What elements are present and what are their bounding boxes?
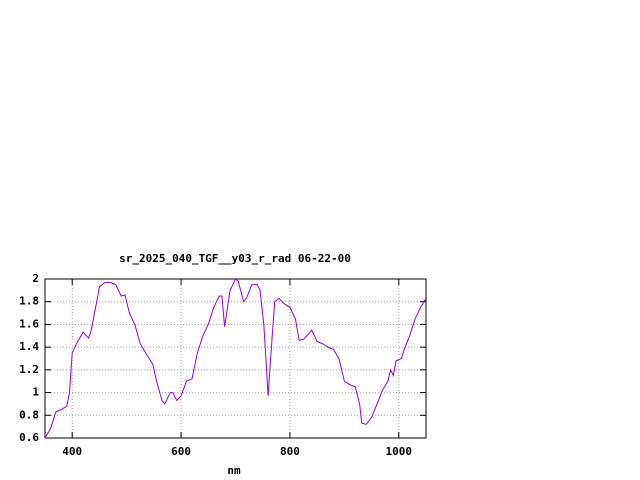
y-tick-label: 1.4 bbox=[19, 340, 39, 353]
x-tick-label: 800 bbox=[280, 445, 300, 458]
y-tick-label: 0.8 bbox=[19, 408, 39, 421]
y-tick-label: 0.6 bbox=[19, 431, 39, 444]
plot-frame bbox=[44, 278, 427, 439]
y-tick-label: 2 bbox=[32, 272, 39, 285]
y-tick-label: 1 bbox=[32, 386, 39, 399]
x-tick-label: 600 bbox=[171, 445, 191, 458]
y-tick-label: 1.2 bbox=[19, 363, 39, 376]
y-tick-label: 1.6 bbox=[19, 317, 39, 330]
chart-title: sr_2025_040_TGF__y03_r_rad 06-22-00 bbox=[119, 252, 351, 265]
x-tick-label: 400 bbox=[62, 445, 82, 458]
data-line bbox=[44, 278, 427, 439]
x-axis-label: nm bbox=[227, 464, 241, 477]
x-tick-label: 1000 bbox=[386, 445, 413, 458]
y-tick-label: 1.8 bbox=[19, 295, 39, 308]
